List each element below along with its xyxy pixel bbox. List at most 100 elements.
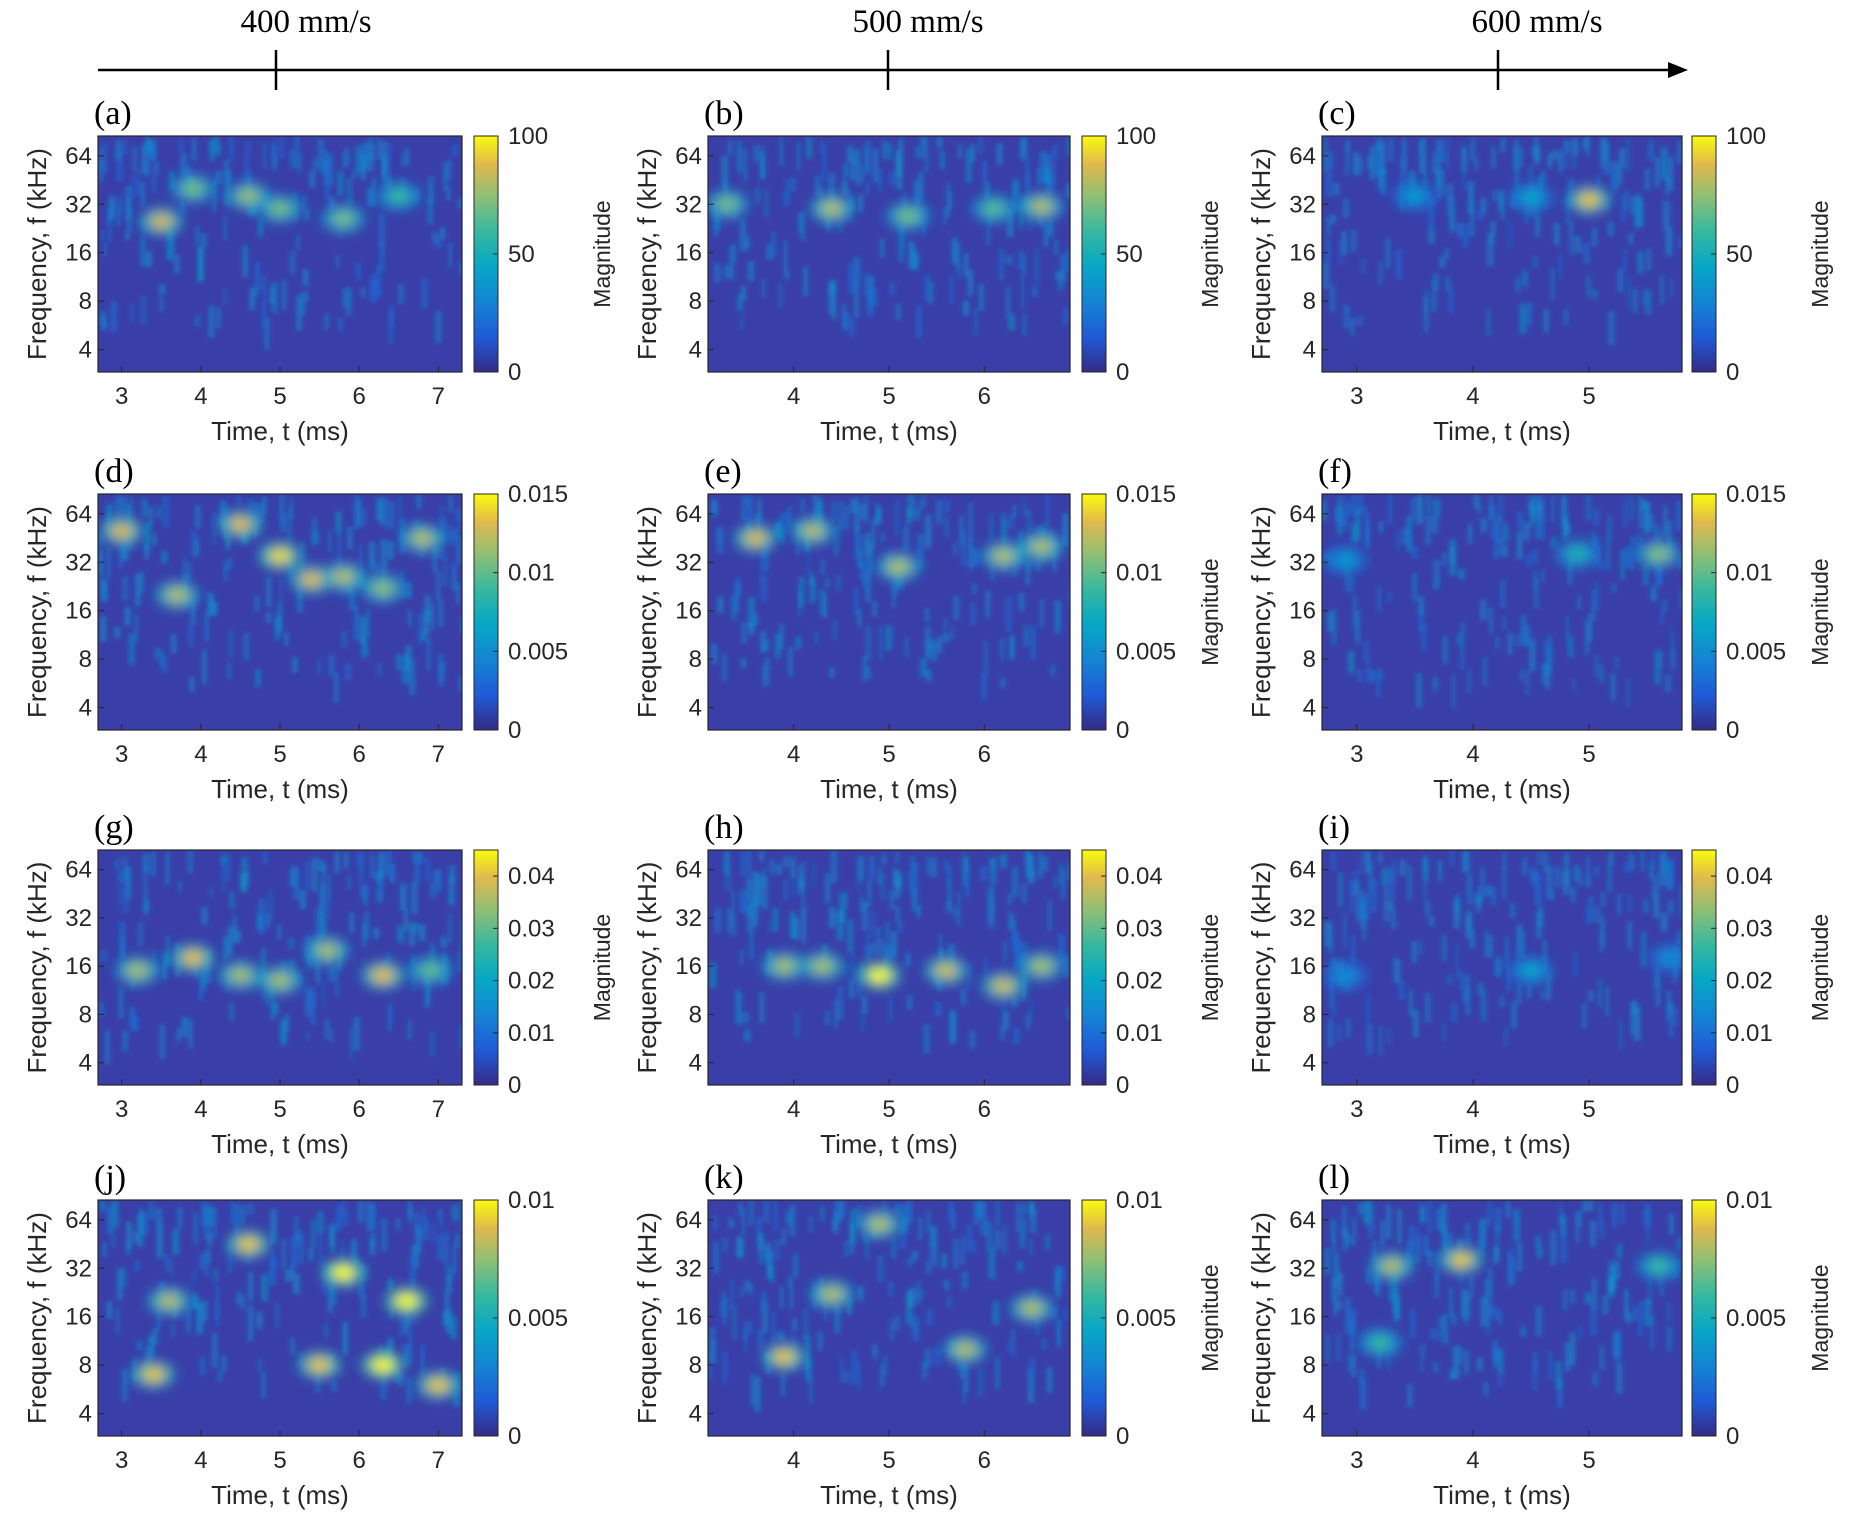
texture-streak bbox=[956, 241, 961, 271]
texture-streak bbox=[711, 498, 715, 519]
texture-streak bbox=[999, 853, 1007, 869]
texture-streak bbox=[814, 175, 821, 197]
texture-streak bbox=[1634, 193, 1640, 229]
texture-streak bbox=[1583, 243, 1590, 265]
texture-streak bbox=[1585, 908, 1591, 926]
texture-streak bbox=[789, 1203, 796, 1237]
texture-streak bbox=[1447, 974, 1452, 986]
texture-streak bbox=[324, 1323, 328, 1340]
texture-streak bbox=[1326, 216, 1331, 237]
texture-streak bbox=[741, 621, 747, 644]
texture-streak bbox=[984, 181, 990, 199]
texture-streak bbox=[275, 1301, 280, 1330]
texture-streak bbox=[1660, 912, 1668, 932]
texture-streak bbox=[904, 636, 909, 658]
x-tick-label: 7 bbox=[432, 741, 445, 768]
speed-axis: 400 mm/s 500 mm/s 600 mm/s bbox=[98, 4, 1688, 90]
texture-streak bbox=[108, 217, 112, 244]
texture-streak bbox=[1007, 1339, 1013, 1352]
texture-streak bbox=[406, 1377, 412, 1404]
texture-streak bbox=[948, 1201, 955, 1222]
texture-streak bbox=[771, 231, 777, 258]
colorbar-tick-label: 0 bbox=[1726, 717, 1739, 744]
texture-streak bbox=[1464, 1222, 1471, 1247]
texture-streak bbox=[847, 263, 855, 295]
texture-streak bbox=[1061, 513, 1069, 547]
texture-streak bbox=[279, 578, 283, 608]
texture-streak bbox=[1677, 140, 1682, 165]
texture-streak bbox=[227, 926, 233, 957]
texture-streak bbox=[265, 913, 271, 928]
texture-streak bbox=[1008, 912, 1015, 930]
texture-streak bbox=[421, 628, 427, 642]
texture-streak bbox=[1645, 289, 1651, 315]
y-tick-label: 64 bbox=[675, 857, 702, 884]
texture-streak bbox=[969, 1030, 976, 1049]
colorbar-tick-label: 0.015 bbox=[508, 481, 568, 508]
hotspot bbox=[1450, 1252, 1473, 1269]
texture-streak bbox=[1446, 136, 1450, 171]
texture-streak bbox=[1459, 642, 1465, 671]
texture-streak bbox=[1525, 554, 1531, 569]
texture-streak bbox=[355, 145, 362, 174]
hotspot bbox=[229, 516, 252, 533]
texture-streak bbox=[877, 169, 883, 193]
y-tick-label: 8 bbox=[689, 646, 702, 673]
x-axis-label: Time, t (ms) bbox=[820, 416, 958, 446]
texture-streak bbox=[435, 569, 441, 600]
texture-streak bbox=[210, 1207, 218, 1221]
texture-streak bbox=[201, 1300, 208, 1322]
texture-streak bbox=[197, 246, 203, 282]
texture-streak bbox=[723, 854, 728, 872]
texture-streak bbox=[887, 142, 892, 161]
texture-streak bbox=[865, 1236, 869, 1260]
y-tick-label: 32 bbox=[1289, 1255, 1316, 1282]
texture-streak bbox=[953, 1238, 959, 1270]
texture-streak bbox=[779, 136, 784, 167]
hotspot bbox=[811, 958, 834, 975]
texture-streak bbox=[881, 853, 887, 866]
texture-streak bbox=[905, 1290, 913, 1326]
texture-streak bbox=[344, 662, 352, 681]
texture-streak bbox=[738, 1201, 743, 1216]
texture bbox=[1324, 1200, 1682, 1411]
y-tick-label: 64 bbox=[675, 501, 702, 528]
texture-streak bbox=[1494, 636, 1500, 650]
texture-streak bbox=[786, 506, 793, 528]
texture-streak bbox=[1387, 494, 1393, 524]
texture-streak bbox=[741, 1209, 746, 1237]
texture-streak bbox=[174, 254, 180, 274]
texture-streak bbox=[773, 1200, 778, 1232]
texture-streak bbox=[1433, 559, 1441, 588]
texture-streak bbox=[1594, 865, 1600, 878]
texture-streak bbox=[1480, 1296, 1488, 1328]
texture-streak bbox=[1405, 530, 1413, 547]
colorbar-tick-label: 0.015 bbox=[1116, 481, 1176, 508]
texture-streak bbox=[1493, 1246, 1500, 1265]
texture-streak bbox=[1046, 494, 1050, 525]
texture-streak bbox=[820, 1205, 825, 1222]
texture-streak bbox=[1663, 505, 1668, 537]
colorbar-tick-label: 0.01 bbox=[1726, 1020, 1773, 1047]
hotspot bbox=[1334, 552, 1357, 569]
texture-streak bbox=[789, 911, 796, 940]
texture-streak bbox=[1052, 144, 1058, 158]
texture-streak bbox=[457, 949, 462, 972]
texture-streak bbox=[1491, 886, 1497, 907]
texture-streak bbox=[216, 307, 222, 329]
texture-streak bbox=[447, 158, 452, 181]
texture-streak bbox=[110, 300, 118, 333]
texture-streak bbox=[1532, 255, 1538, 269]
hotspot bbox=[744, 530, 767, 547]
texture-streak bbox=[317, 659, 321, 675]
colorbar-tick-label: 0.01 bbox=[1116, 560, 1163, 587]
texture-streak bbox=[281, 1019, 285, 1047]
texture-streak bbox=[1443, 635, 1448, 664]
texture-streak bbox=[444, 1252, 448, 1270]
texture-streak bbox=[1333, 182, 1340, 197]
texture-streak bbox=[161, 551, 168, 564]
texture-streak bbox=[408, 1329, 413, 1363]
texture-streak bbox=[132, 145, 137, 172]
colorbar-tick-label: 0 bbox=[508, 717, 521, 744]
